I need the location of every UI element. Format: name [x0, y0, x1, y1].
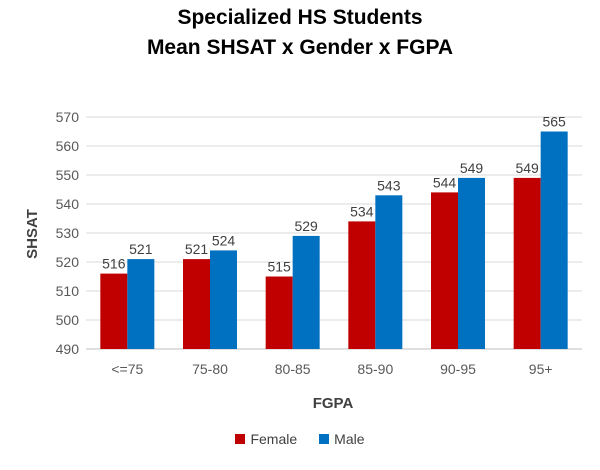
bar-female-4 — [431, 192, 458, 349]
y-tick-label: 530 — [56, 225, 80, 241]
y-tick-label: 500 — [56, 312, 80, 328]
legend-item-female: Female — [235, 431, 297, 447]
legend-label-male: Male — [334, 431, 365, 447]
data-label-female: 544 — [433, 174, 457, 190]
bar-female-2 — [265, 276, 293, 349]
data-label-female: 515 — [267, 259, 291, 275]
x-axis-title: FGPA — [313, 395, 354, 412]
legend-swatch-male — [319, 434, 330, 444]
bar-male-2 — [292, 235, 320, 349]
legend-item-male: Male — [319, 431, 365, 447]
y-tick-label: 550 — [56, 167, 80, 183]
data-label-female: 516 — [102, 256, 126, 272]
bar-female-0 — [100, 273, 128, 349]
data-label-female: 534 — [350, 203, 374, 219]
bar-male-3 — [375, 195, 403, 349]
x-tick-label: 80-85 — [275, 361, 311, 377]
bars — [100, 131, 568, 349]
bar-female-1 — [183, 259, 210, 349]
y-axis-title: SHSAT — [24, 209, 41, 259]
x-tick-label: 90-95 — [440, 361, 476, 377]
y-tick-label: 520 — [56, 254, 80, 270]
data-label-male: 529 — [294, 218, 318, 234]
gridlines — [86, 116, 582, 350]
bar-male-1 — [210, 250, 237, 349]
bar-female-3 — [348, 221, 376, 349]
data-label-female: 549 — [515, 160, 539, 176]
x-tick-label: 75-80 — [192, 361, 228, 377]
data-label-male: 543 — [377, 177, 401, 193]
data-label-male: 524 — [212, 232, 236, 248]
data-label-male: 565 — [542, 114, 566, 130]
y-tick-label: 510 — [56, 283, 80, 299]
legend-label-female: Female — [250, 431, 298, 447]
chart-title-line-1: Specialized HS Students — [177, 6, 423, 29]
bar-male-5 — [540, 131, 568, 349]
data-label-male: 521 — [129, 241, 153, 257]
chart-title-line-2: Mean SHSAT x Gender x FGPA — [146, 36, 454, 59]
y-tick-label: 560 — [56, 138, 80, 154]
bar-female-5 — [513, 177, 541, 349]
x-tick-label: 85-90 — [357, 361, 393, 377]
x-tick-label: <=75 — [111, 361, 143, 377]
bar-male-4 — [458, 177, 485, 349]
legend: Female Male — [0, 431, 600, 447]
y-tick-label: 570 — [56, 109, 80, 125]
data-label-female: 521 — [185, 241, 209, 257]
legend-swatch-female — [235, 434, 246, 444]
axis-ticks: 490 500 510 520 530 540 550 560 570 <=75 75-80 80-8… — [56, 109, 553, 377]
data-label-male: 549 — [460, 160, 484, 176]
x-tick-label: 95+ — [529, 361, 553, 377]
y-tick-label: 490 — [56, 341, 80, 357]
y-tick-label: 540 — [56, 196, 80, 212]
bar-male-0 — [127, 259, 155, 349]
